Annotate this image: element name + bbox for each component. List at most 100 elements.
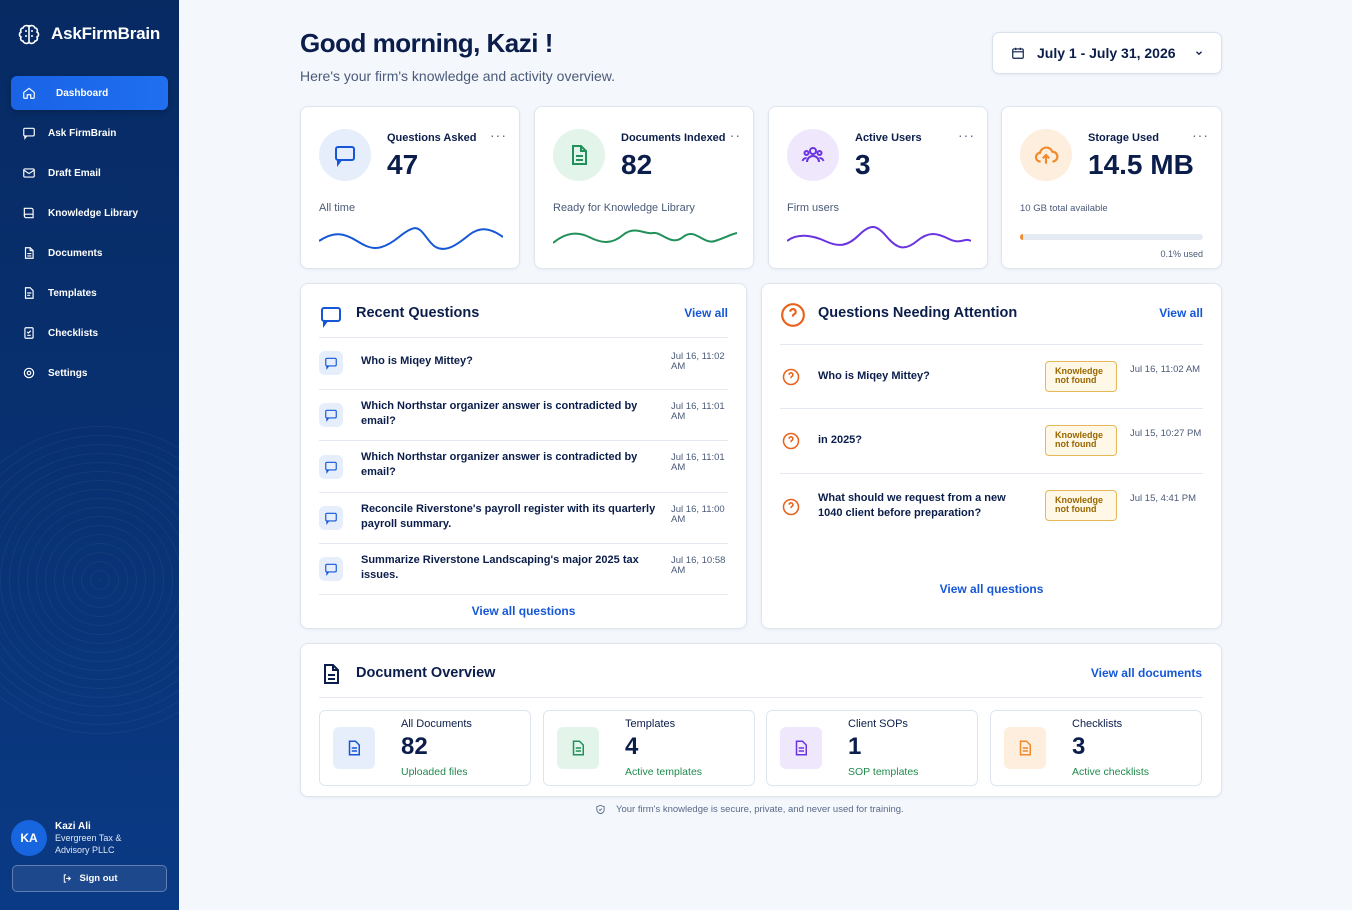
section-title: Document Overview <box>356 665 496 681</box>
section-title: Recent Questions <box>356 305 480 321</box>
doc-tile-templates[interactable]: Templates 4 Active templates <box>543 710 755 786</box>
stat-value: 14.5 MB <box>1088 149 1194 180</box>
stat-card-questions: Questions Asked 47 ··· All time <box>300 106 520 269</box>
sidebar: AskFirmBrain Dashboard Ask FirmBrain Dra… <box>0 0 179 910</box>
doc-tile-sub: Uploaded files <box>401 766 468 778</box>
doc-tile-sub: Active templates <box>625 766 703 778</box>
user-profile[interactable]: KA Kazi Ali Evergreen Tax & Advisory PLL… <box>11 820 145 856</box>
document-icon <box>24 247 34 259</box>
question-icon-wrap <box>319 455 343 479</box>
question-time: Jul 16, 11:01 AM <box>671 401 725 422</box>
chat-icon <box>325 409 337 422</box>
security-note: Your firm's knowledge is secure, private… <box>595 804 904 815</box>
doc-icon-wrap <box>557 727 599 769</box>
question-row[interactable]: Which Northstar organizer answer is cont… <box>319 390 729 441</box>
more-options-icon[interactable]: ·· <box>729 127 741 143</box>
attention-card: Questions Needing Attention View all Who… <box>761 283 1222 629</box>
stat-caption: Ready for Knowledge Library <box>553 202 695 214</box>
storage-progress-track <box>1020 234 1203 240</box>
doc-tile-value: 3 <box>1072 733 1086 760</box>
question-row[interactable]: Who is Miqey Mittey? Jul 16, 11:02 AM <box>319 338 729 389</box>
stat-caption: All time <box>319 202 356 214</box>
stat-title: Active Users <box>855 132 922 144</box>
nav-item-draft-email[interactable]: Draft Email <box>11 156 168 190</box>
doc-tile-title: Templates <box>625 718 676 730</box>
divider <box>319 337 728 338</box>
doc-tile-title: Checklists <box>1072 718 1123 730</box>
view-all-link[interactable]: View all <box>1159 306 1203 320</box>
nav-label: Dashboard <box>56 87 109 99</box>
chat-icon <box>325 461 337 474</box>
cloud-upload-icon <box>1034 146 1059 164</box>
question-icon-wrap <box>319 351 343 375</box>
users-icon <box>801 147 825 163</box>
date-range-label: July 1 - July 31, 2026 <box>1037 45 1176 61</box>
nav-item-dashboard[interactable]: Dashboard <box>11 76 168 110</box>
nav-item-settings[interactable]: Settings <box>11 356 168 390</box>
nav-label: Checklists <box>48 327 99 339</box>
section-title: Questions Needing Attention <box>818 305 1018 321</box>
attention-row[interactable]: Who is Miqey Mittey? Knowledge not found… <box>780 345 1202 408</box>
stat-card-storage: Storage Used 14.5 MB ··· 10 GB total ava… <box>1001 106 1222 269</box>
question-time: Jul 16, 10:58 AM <box>671 555 726 576</box>
status-badge: Knowledge not found <box>1045 425 1117 456</box>
question-circle-icon <box>782 498 800 516</box>
view-all-documents-link[interactable]: View all documents <box>1090 666 1202 680</box>
chat-icon <box>325 357 337 370</box>
chat-icon <box>325 512 337 525</box>
doc-tile-client-sops[interactable]: Client SOPs 1 SOP templates <box>766 710 978 786</box>
chevron-down-icon <box>1195 51 1202 56</box>
sign-out-label: Sign out <box>79 873 118 884</box>
question-time: Jul 16, 11:02 AM <box>1130 364 1201 375</box>
nav-label: Documents <box>48 247 103 259</box>
brand[interactable]: AskFirmBrain <box>17 22 160 46</box>
stat-icon-wrap <box>787 129 839 181</box>
view-all-questions-link[interactable]: View all questions <box>471 604 576 618</box>
question-row[interactable]: Summarize Riverstone Landscaping's major… <box>319 544 729 594</box>
sparkline <box>787 226 971 249</box>
question-icon-wrap <box>319 403 343 427</box>
nav-label: Templates <box>48 287 97 299</box>
doc-icon-wrap <box>333 727 375 769</box>
nav-item-templates[interactable]: Templates <box>11 276 168 310</box>
question-row[interactable]: Reconcile Riverstone's payroll register … <box>319 493 729 544</box>
user-org: Evergreen Tax & Advisory PLLC <box>55 832 122 855</box>
question-row[interactable]: Which Northstar organizer answer is cont… <box>319 441 729 492</box>
stat-title: Storage Used <box>1088 132 1159 144</box>
document-icon <box>572 740 584 756</box>
checklist-icon <box>24 327 34 339</box>
view-all-questions-link[interactable]: View all questions <box>939 582 1044 596</box>
sign-out-button[interactable]: Sign out <box>12 865 167 892</box>
view-all-link[interactable]: View all <box>684 306 728 320</box>
stat-caption: 10 GB total available <box>1020 203 1108 214</box>
page-title: Good morning, Kazi ! <box>300 28 553 58</box>
nav-item-checklists[interactable]: Checklists <box>11 316 168 350</box>
recent-questions-card: Recent Questions View all Who is Miqey M… <box>300 283 747 629</box>
doc-tile-checklists[interactable]: Checklists 3 Active checklists <box>990 710 1202 786</box>
more-options-icon[interactable]: ··· <box>1192 127 1209 143</box>
question-circle-icon <box>781 303 805 327</box>
gear-icon <box>23 367 35 379</box>
sparkline <box>553 229 737 244</box>
question-circle-icon <box>782 432 800 450</box>
question-time: Jul 16, 11:01 AM <box>671 452 725 473</box>
nav-item-ask-firmbrain[interactable]: Ask FirmBrain <box>11 116 168 150</box>
attention-row[interactable]: in 2025? Knowledge not found Jul 15, 10:… <box>780 409 1202 473</box>
question-text: Reconcile Riverstone's payroll register … <box>361 503 656 530</box>
stat-icon-wrap <box>319 129 371 181</box>
date-range-picker[interactable]: July 1 - July 31, 2026 <box>992 32 1222 74</box>
chat-icon <box>325 563 337 576</box>
question-time: Jul 16, 11:00 AM <box>671 504 725 525</box>
more-options-icon[interactable]: ··· <box>958 127 975 143</box>
nav-item-knowledge-library[interactable]: Knowledge Library <box>11 196 168 230</box>
doc-tile-all-documents[interactable]: All Documents 82 Uploaded files <box>319 710 531 786</box>
divider <box>319 492 728 493</box>
question-circle-icon <box>782 368 800 386</box>
doc-icon-wrap <box>780 727 822 769</box>
document-icon <box>324 664 339 684</box>
nav-item-documents[interactable]: Documents <box>11 236 168 270</box>
storage-used-label: 0.1% used <box>1160 249 1203 259</box>
more-options-icon[interactable]: ··· <box>490 127 507 143</box>
doc-tile-sub: SOP templates <box>848 766 919 778</box>
attention-row[interactable]: What should we request from a new 1040 c… <box>780 474 1202 538</box>
